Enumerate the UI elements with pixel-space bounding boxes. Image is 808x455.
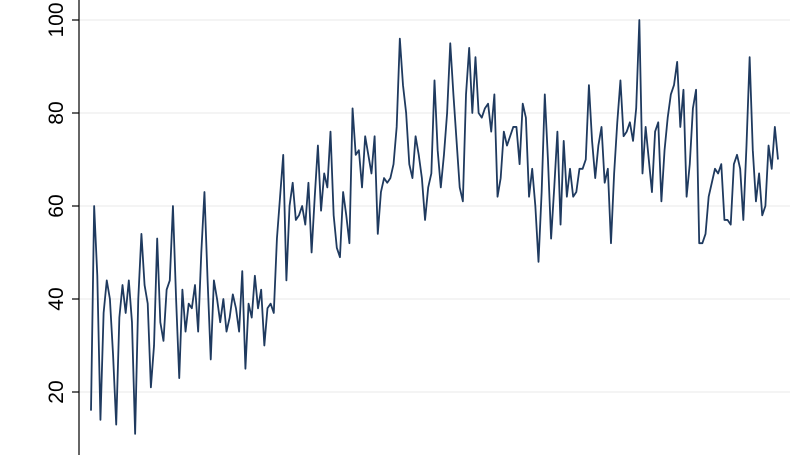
series-layer: [90, 19, 779, 435]
y-tick-label: 100: [45, 2, 68, 37]
gridlines: [79, 19, 790, 393]
y-tick-label: 40: [45, 287, 68, 310]
y-tick-label: 20: [45, 380, 68, 403]
y-tick-label: 80: [45, 101, 68, 124]
y-tick-label: 60: [45, 194, 68, 217]
series-line: [90, 19, 779, 435]
y-axis: 20 40 60 80 100: [45, 0, 80, 455]
